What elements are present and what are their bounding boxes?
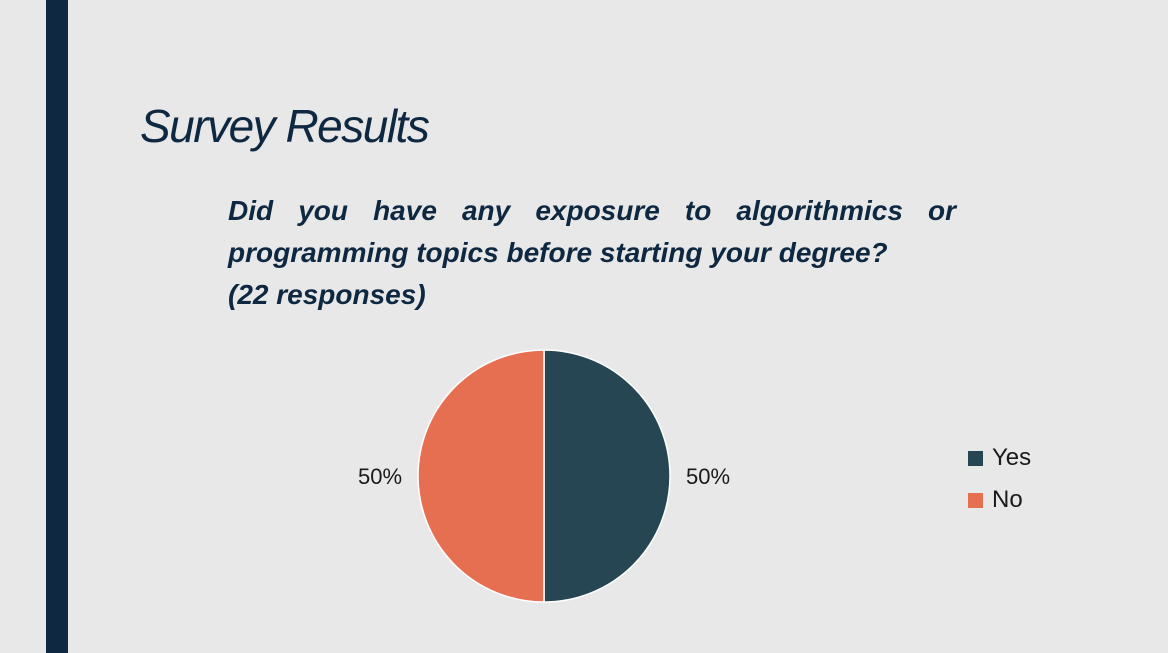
question-line-3: (22 responses) (228, 279, 426, 310)
question-line-2: programming topics before starting your … (228, 237, 888, 268)
pie-slice-no (417, 349, 545, 603)
slide-title: Survey Results (140, 100, 430, 152)
legend-swatch-yes (968, 450, 983, 466)
legend-swatch-no (968, 492, 983, 508)
legend-item-yes: Yes (968, 437, 1031, 479)
survey-question: Did you have any exposure to algorithmic… (228, 190, 956, 316)
pie-chart: 50% 50% (358, 349, 730, 603)
legend-label-no: No (992, 486, 1023, 513)
legend-label-yes: Yes (992, 444, 1032, 471)
chart-legend: Yes No (968, 437, 1031, 521)
accent-bar (46, 0, 68, 653)
data-label-no: 50% (358, 464, 402, 489)
question-line-1: Did you have any exposure to algorithmic… (228, 195, 956, 226)
pie-slice-yes (543, 349, 671, 603)
data-label-yes: 50% (686, 464, 730, 489)
legend-item-no: No (968, 479, 1031, 521)
